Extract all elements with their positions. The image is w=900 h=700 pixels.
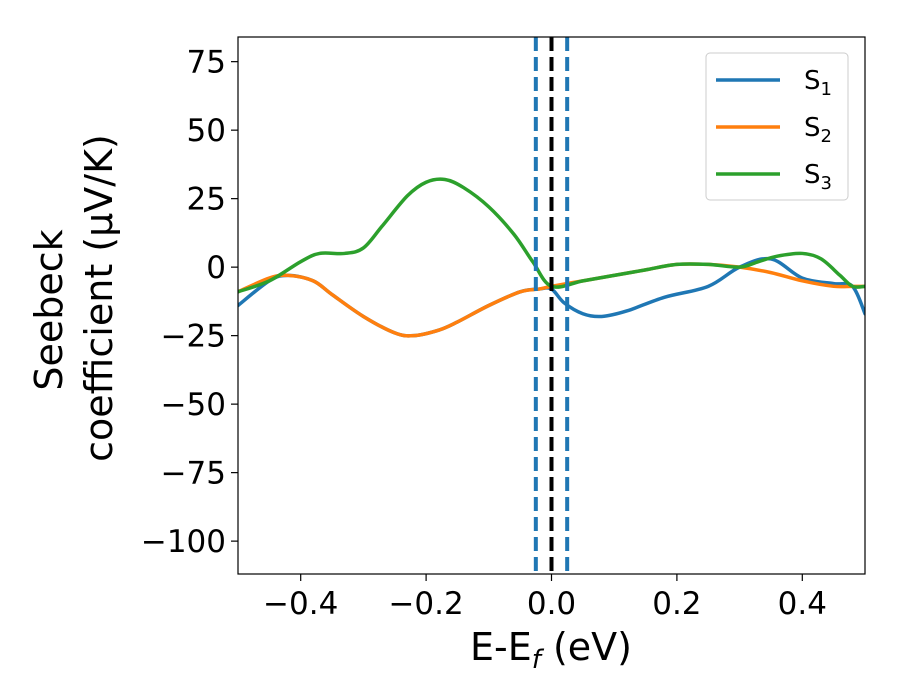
y-axis-label-line2: coefficient (μV/K)	[77, 134, 121, 462]
legend-label-s1: S1	[804, 66, 832, 100]
series-line-s2	[238, 262, 865, 338]
x-tick-label: 0.4	[778, 586, 827, 622]
legend-label-s3: S3	[804, 160, 832, 194]
y-tick-label: −75	[161, 456, 226, 492]
y-tick-label: 0	[206, 250, 226, 286]
legend-label-s2: S2	[804, 113, 832, 147]
y-tick-label: −50	[161, 387, 226, 423]
x-tick-label: −0.2	[388, 586, 463, 622]
y-tick-label: −25	[161, 319, 226, 355]
x-tick-label: −0.4	[263, 586, 338, 622]
y-tick-label: 50	[187, 113, 226, 149]
y-tick-label: 75	[187, 45, 226, 81]
x-tick-label: 0.0	[527, 586, 576, 622]
series-line-s3	[238, 177, 865, 294]
legend: S1 S2 S3	[705, 52, 849, 201]
x-axis-label: E-Ef (eV)	[470, 625, 632, 675]
y-axis-label-line1: Seebeck	[27, 229, 71, 390]
x-tick-label: 0.2	[652, 586, 701, 622]
y-tick-label: 25	[187, 182, 226, 218]
y-tick-label: −100	[141, 524, 226, 560]
